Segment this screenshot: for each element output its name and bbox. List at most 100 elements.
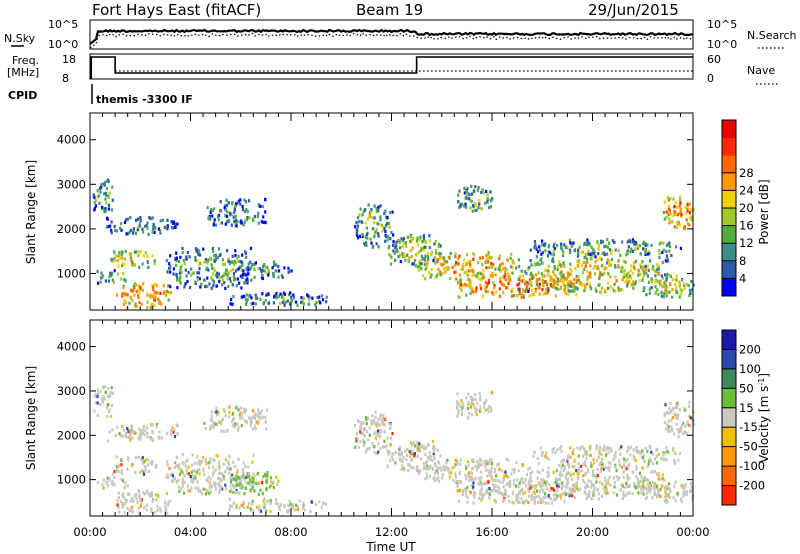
scatter-cell (281, 293, 284, 297)
scatter-cell (459, 285, 462, 289)
scatter-cell (559, 496, 562, 500)
scatter-cell (224, 470, 227, 474)
scatter-cell (389, 426, 392, 430)
scatter-cell (538, 489, 541, 493)
scatter-cell (572, 277, 576, 282)
scatter-cell (151, 431, 154, 435)
scatter-cell (489, 406, 492, 410)
scatter-cell (532, 292, 535, 296)
scatter-cell (103, 209, 106, 214)
scatter-cell (559, 470, 562, 474)
scatter-cell (490, 469, 493, 473)
scatter-cell (511, 467, 514, 471)
scatter-cell (227, 201, 230, 205)
scatter-cell (175, 263, 178, 268)
scatter-cell (127, 435, 130, 439)
scatter-cell (211, 209, 214, 213)
scatter-cell (441, 263, 444, 267)
scatter-cell (607, 286, 610, 290)
scatter-cell (135, 290, 138, 294)
scatter-cell (478, 198, 481, 202)
scatter-cell (436, 260, 439, 264)
scatter-cell (172, 226, 175, 230)
scatter-cell (203, 278, 206, 282)
scatter-cell (159, 219, 162, 223)
scatter-cell (123, 220, 127, 224)
scatter-cell (102, 396, 105, 401)
scatter-cell (566, 479, 569, 483)
scatter-cell (296, 303, 299, 307)
scatter-cell (492, 262, 495, 267)
scatter-cell (678, 204, 682, 208)
scatter-cell (454, 252, 457, 256)
scatter-cell (600, 240, 603, 244)
scatter-cell (669, 410, 672, 414)
scatter-cell (322, 501, 325, 505)
scatter-cell (479, 398, 482, 402)
scatter-cell (454, 458, 458, 462)
scatter-cell (233, 278, 236, 282)
scatter-cell (183, 261, 186, 266)
scatter-cell (668, 429, 672, 433)
scatter-cell (196, 480, 199, 484)
scatter-cell (391, 452, 394, 456)
scatter-cell (614, 248, 617, 252)
scatter-cell (630, 247, 633, 251)
scatter-cell (632, 286, 635, 290)
scatter-cell (398, 447, 401, 451)
scatter-cell (206, 490, 209, 495)
scatter-cell (467, 474, 470, 478)
scatter-cell (544, 483, 547, 487)
scatter-cell (645, 268, 648, 272)
freq-panel: Freq. [MHz] 18 8 60 0 Nave (7, 53, 778, 85)
scatter-cell (224, 272, 227, 276)
scatter-cell (374, 410, 377, 414)
scatter-cell (648, 444, 651, 448)
colorbar-segment (722, 243, 736, 262)
scatter-cell (591, 474, 594, 478)
scatter-cell (370, 216, 374, 220)
scatter-cell (443, 261, 446, 265)
scatter-cell (511, 500, 514, 504)
scatter-cell (661, 260, 664, 264)
scatter-cell (141, 432, 144, 436)
scatter-cell (196, 455, 199, 459)
scatter-cell (102, 394, 105, 399)
scatter-cell (541, 288, 544, 292)
scatter-cell (518, 291, 521, 296)
scatter-cell (636, 478, 639, 482)
scatter-cell (646, 243, 649, 247)
scatter-cell (434, 276, 437, 280)
scatter-cell (484, 285, 487, 289)
scatter-cell (214, 410, 217, 414)
scatter-cell (435, 469, 438, 473)
scatter-cell (137, 436, 140, 440)
scatter-cell (613, 240, 616, 244)
scatter-cell (213, 459, 216, 463)
scatter-cell (521, 288, 524, 292)
scatter-cell (228, 497, 231, 501)
scatter-cell (465, 270, 468, 274)
scatter-cell (379, 215, 382, 219)
scatter-cell (580, 283, 583, 287)
scatter-cell (503, 283, 506, 287)
colorbar-segment (722, 466, 736, 487)
scatter-cell (272, 485, 275, 490)
scatter-cell (617, 265, 620, 269)
scatter-cell (675, 274, 678, 278)
scatter-cell (631, 470, 634, 474)
scatter-cell (208, 491, 211, 495)
scatter-cell (576, 471, 579, 475)
scatter-cell (126, 484, 129, 488)
scatter-cell (169, 291, 172, 295)
scatter-cell (638, 484, 641, 488)
scatter-cell (229, 475, 232, 479)
scatter-cell (494, 484, 497, 488)
scatter-cell (441, 473, 444, 477)
scatter-cell (125, 306, 128, 311)
scatter-cell (588, 274, 591, 278)
scatter-cell (289, 269, 292, 273)
scatter-cell (654, 290, 657, 294)
scatter-cell (123, 485, 127, 489)
scatter-cell (481, 494, 484, 498)
